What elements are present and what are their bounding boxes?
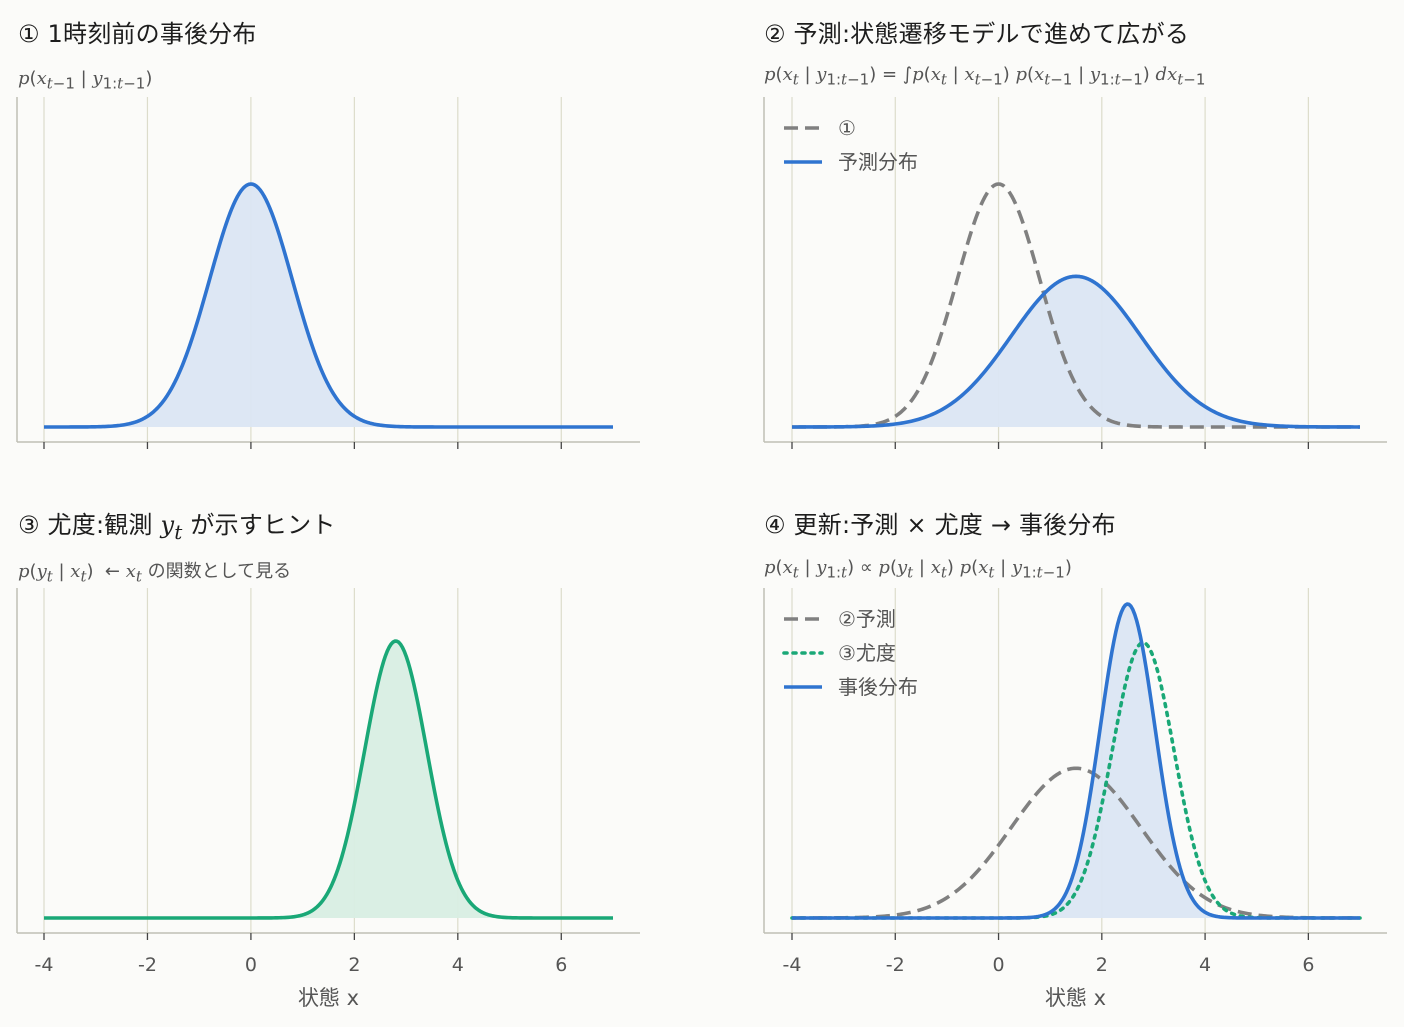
x-tick-label: 6 xyxy=(555,954,567,976)
x-tick-label: -4 xyxy=(783,954,802,976)
series-fill xyxy=(44,184,613,427)
legend-label: ① xyxy=(838,116,856,140)
panel-formula: p(yt | xt) ← xt の関数として見る xyxy=(18,561,292,586)
x-tick-label: 4 xyxy=(1199,954,1211,976)
series-line xyxy=(792,182,1360,429)
legend-label: ③尤度 xyxy=(838,641,896,665)
x-tick-label: 6 xyxy=(1302,954,1314,976)
panel-title: ① 1時刻前の事後分布 xyxy=(18,20,257,48)
panel-title: ④ 更新:予測 × 尤度 → 事後分布 xyxy=(764,511,1116,539)
series-line xyxy=(792,274,1360,429)
series-line xyxy=(44,182,613,429)
x-axis-label: 状態 x xyxy=(1045,986,1106,1010)
x-tick-label: 0 xyxy=(992,954,1004,976)
x-tick-label: -2 xyxy=(886,954,905,976)
panel-title: ③ 尤度:観測 yt が示すヒント xyxy=(18,511,336,544)
panel-title: ② 予測:状態遷移モデルで進めて広がる xyxy=(764,20,1190,48)
series-fill xyxy=(792,276,1360,427)
x-tick-label: 0 xyxy=(245,954,257,976)
x-tick-label: -4 xyxy=(35,954,54,976)
x-tick-label: 2 xyxy=(348,954,360,976)
panel-formula: p(xt−1 | y1:t−1) xyxy=(18,68,153,93)
legend-label: 事後分布 xyxy=(838,675,918,699)
series-fill xyxy=(44,641,613,918)
series-line xyxy=(792,602,1360,920)
x-axis-label: 状態 x xyxy=(298,986,359,1010)
x-tick-label: 2 xyxy=(1096,954,1108,976)
panel-formula: p(xt | y1:t) ∝ p(yt | xt) p(xt | y1:t−1) xyxy=(764,557,1072,582)
panel-formula: p(xt | y1:t−1) = ∫p(xt | xt−1) p(xt−1 | … xyxy=(764,64,1206,89)
legend-label: ②予測 xyxy=(838,607,896,631)
series-line xyxy=(44,639,613,920)
x-tick-label: -2 xyxy=(138,954,157,976)
series-line xyxy=(792,766,1360,920)
x-tick-label: 4 xyxy=(452,954,464,976)
legend-label: 予測分布 xyxy=(838,150,918,174)
